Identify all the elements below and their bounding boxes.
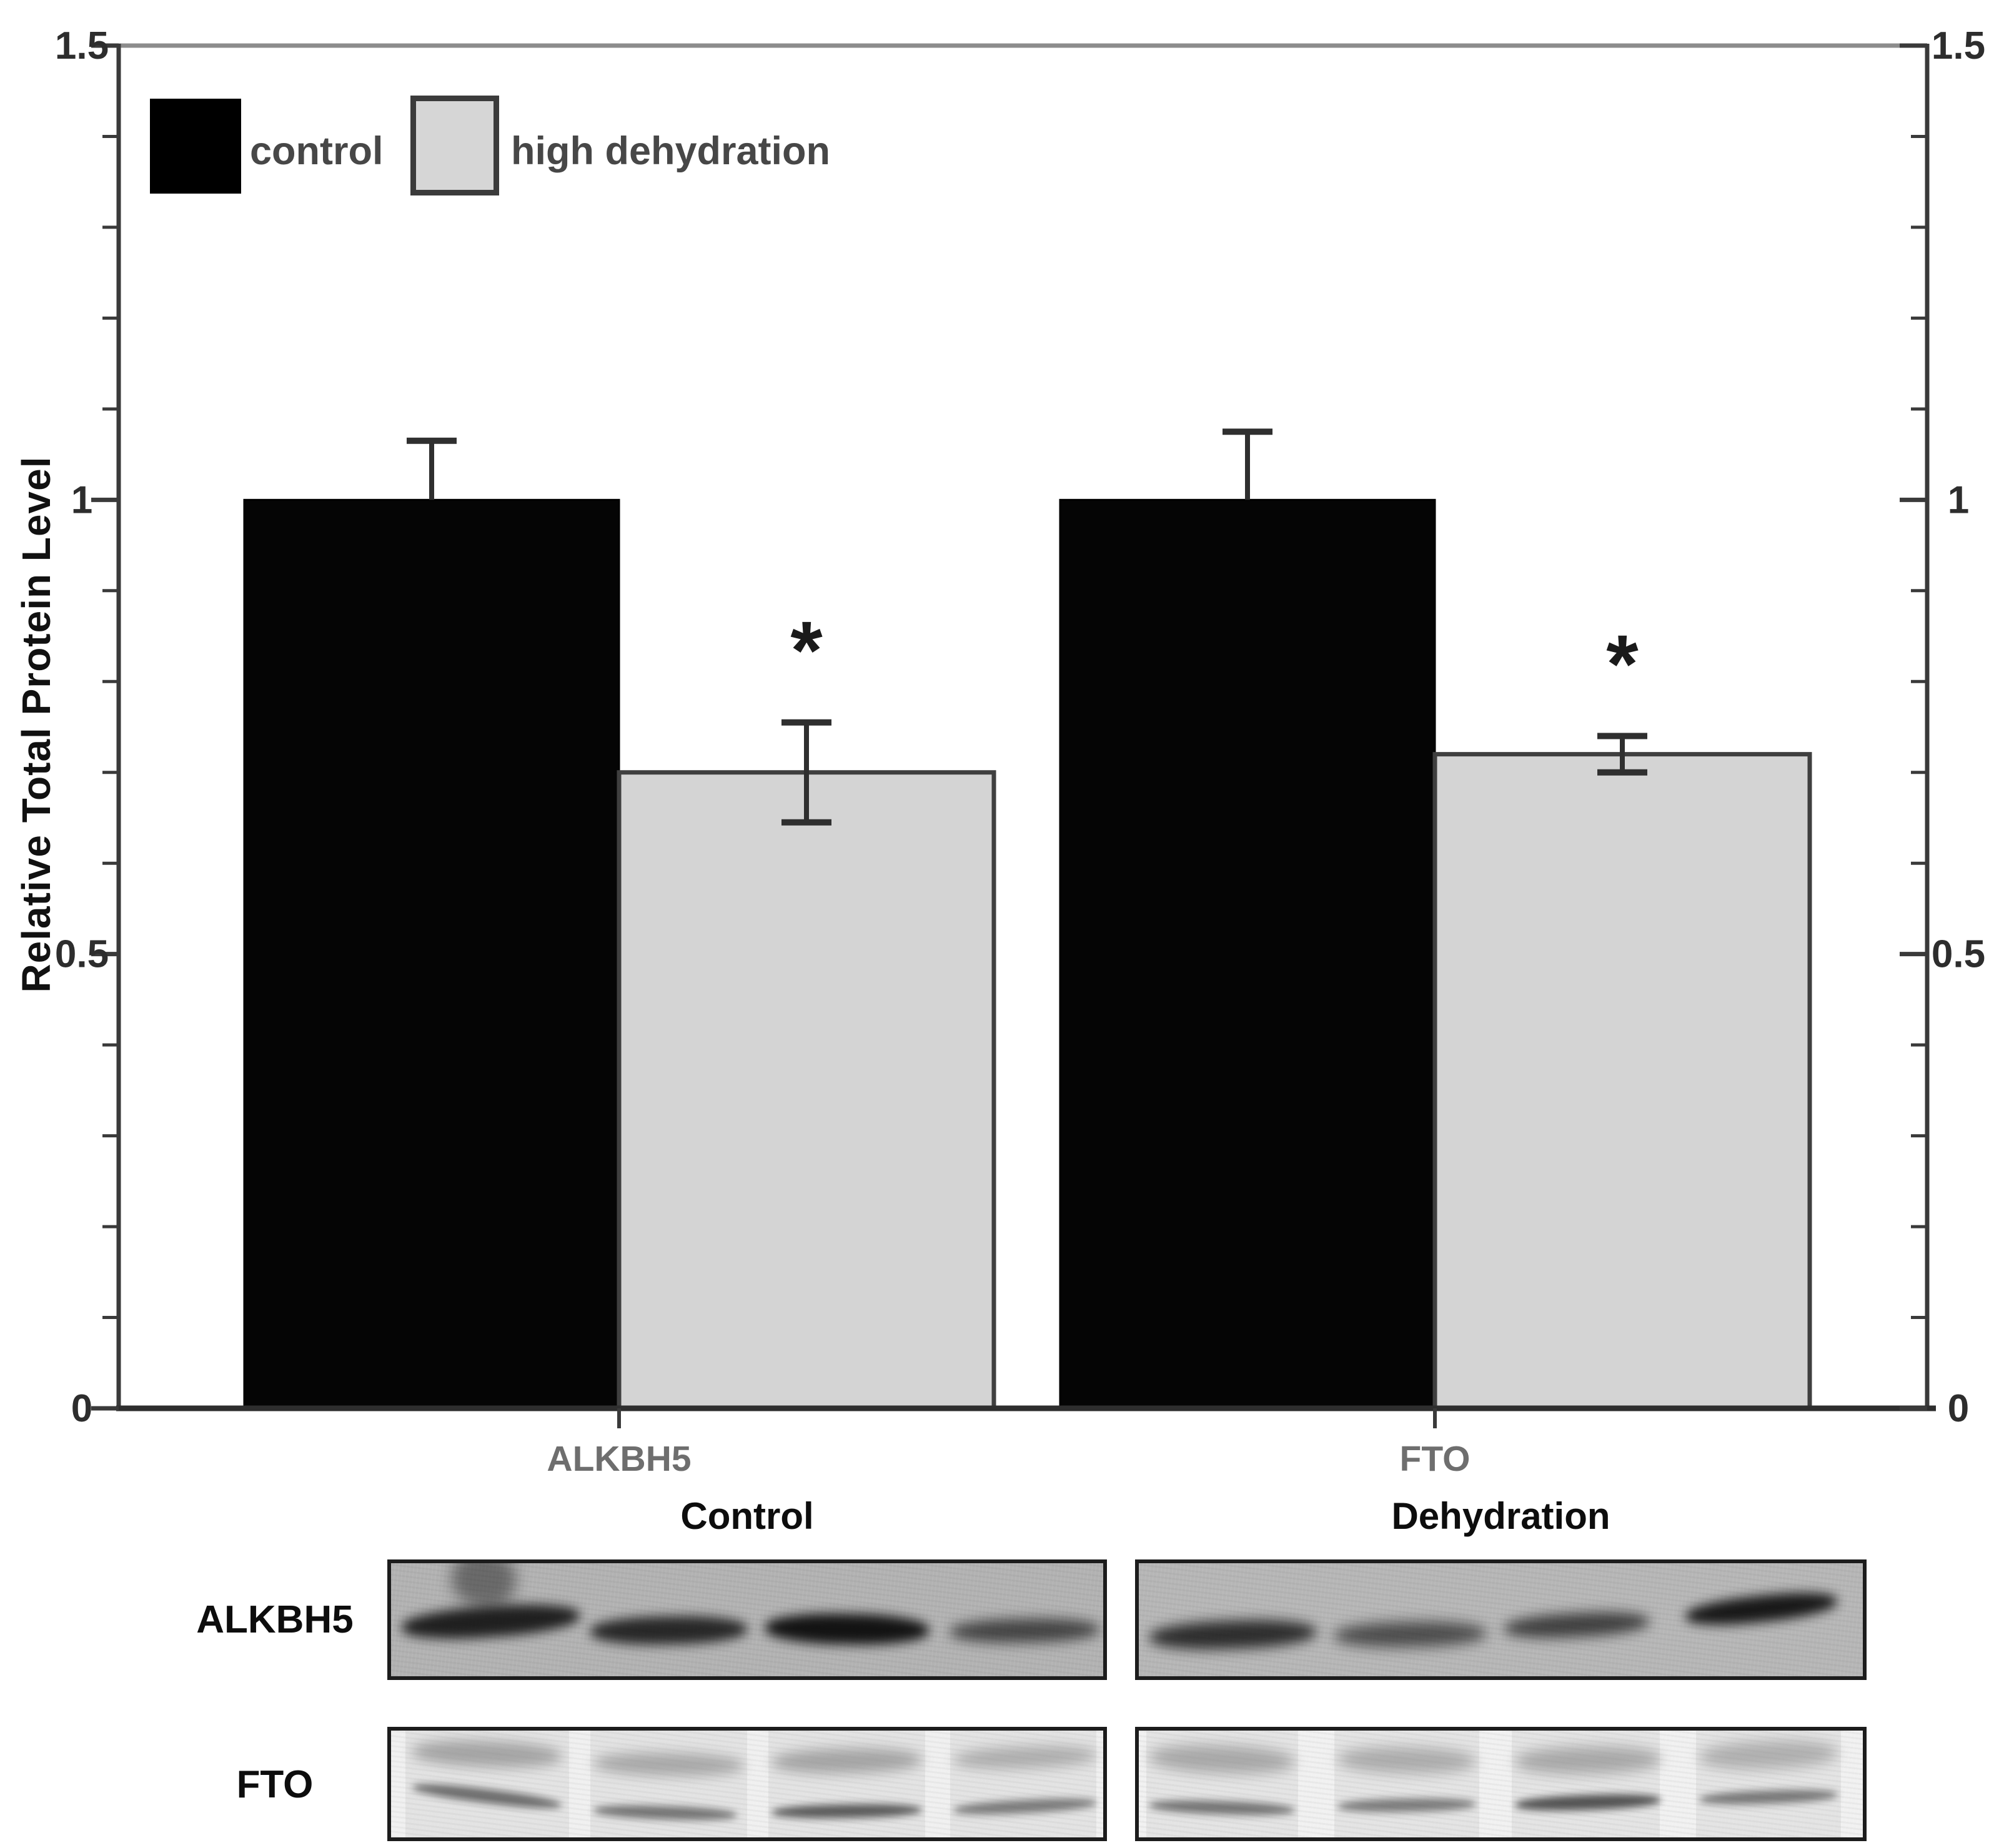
y-tick-label-right: 0.5 — [1932, 933, 1985, 976]
y-tick-label-right: 1.5 — [1932, 24, 1985, 67]
blot-alkbh5-dehydration-panel — [1135, 1559, 1867, 1680]
blot-alkbh5-dehydration-band-1 — [1149, 1618, 1317, 1653]
blot-alkbh5-control-band-4 — [765, 1613, 930, 1646]
blot-fto-control-panel — [387, 1727, 1107, 1841]
blot-fto-dehydration-panel — [1135, 1727, 1867, 1841]
bar-high-dehydration-FTO — [1432, 752, 1812, 1411]
y-tick-label-left: 0 — [71, 1387, 92, 1430]
x-category-label-FTO: FTO — [1400, 1439, 1471, 1479]
blot-row-label-fto: FTO — [236, 1763, 314, 1806]
protein-bar-chart: * * 0 0 0.5 0.5 1 1 1.5 1.5 ALKBH5 FTO — [55, 24, 1985, 1479]
legend-label-control: control — [250, 129, 384, 173]
blot-column-header-control: Control — [680, 1495, 814, 1537]
blot-alkbh5-control-band-1 — [447, 1563, 520, 1612]
blot-fto-dehydration-lane-2 — [1334, 1731, 1479, 1837]
blot-alkbh5-control-band-5 — [950, 1617, 1100, 1644]
blot-alkbh5-dehydration-band-3 — [1504, 1609, 1650, 1641]
significance-asterisk-ALKBH5: * — [790, 605, 823, 696]
bar-control-FTO — [1059, 498, 1436, 1410]
y-tick-label-right: 0 — [1948, 1387, 1969, 1430]
significance-asterisk-FTO: * — [1606, 618, 1639, 710]
legend-swatch-high-dehydration — [410, 96, 499, 195]
blot-column-header-dehydration: Dehydration — [1391, 1495, 1610, 1537]
bar-control-ALKBH5 — [243, 498, 620, 1410]
blot-alkbh5-dehydration-band-2 — [1334, 1620, 1487, 1649]
y-axis-title: Relative Total Protein Level — [14, 456, 59, 993]
legend-label-high-dehydration: high dehydration — [511, 129, 830, 173]
y-tick-label-left: 0.5 — [55, 933, 109, 976]
x-category-label-ALKBH5: ALKBH5 — [547, 1439, 691, 1479]
y-tick-label-right: 1 — [1948, 478, 1969, 521]
blot-alkbh5-dehydration-band-4 — [1684, 1588, 1838, 1630]
y-tick-label-left: 1.5 — [55, 24, 109, 67]
legend-swatch-control — [150, 99, 241, 194]
blot-row-label-alkbh5: ALKBH5 — [196, 1598, 354, 1641]
blot-alkbh5-control-panel — [387, 1559, 1107, 1680]
blot-alkbh5-control-band-3 — [590, 1614, 748, 1646]
blot-fto-control-lane-3 — [768, 1731, 925, 1837]
blot-fto-control-lane-2 — [590, 1731, 747, 1837]
y-tick-label-left: 1 — [71, 478, 92, 521]
blot-alkbh5-control-band-2 — [400, 1599, 581, 1643]
bar-high-dehydration-ALKBH5 — [617, 770, 996, 1411]
